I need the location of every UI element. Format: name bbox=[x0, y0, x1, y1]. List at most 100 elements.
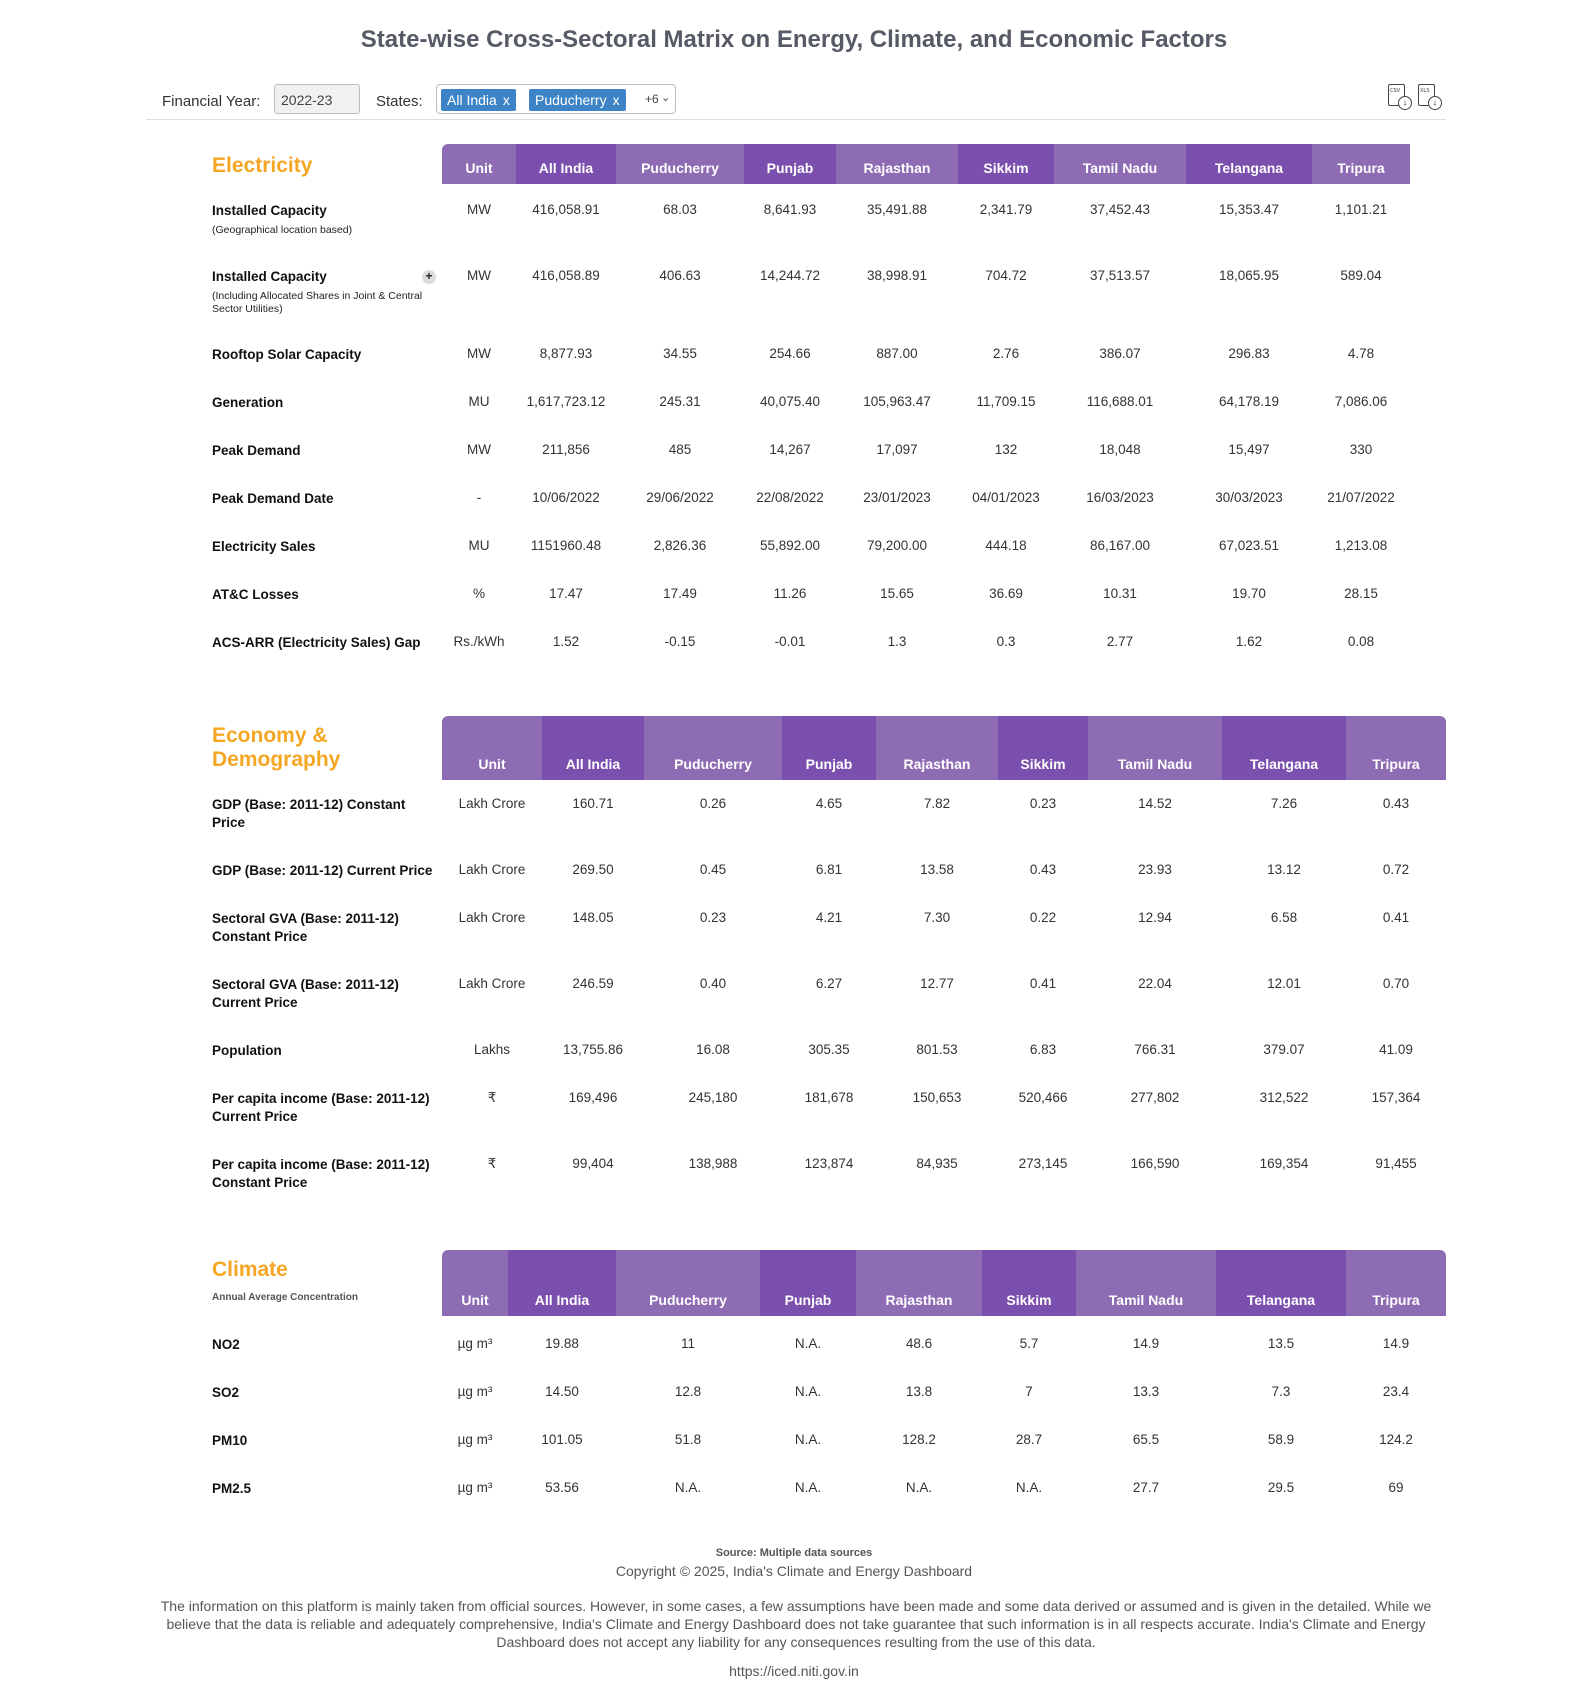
unit-cell: Lakh Crore bbox=[458, 796, 526, 811]
state-chip-all-india[interactable]: All India x bbox=[441, 89, 516, 111]
value-cell-punjab: N.A. bbox=[794, 1384, 822, 1399]
value-cell-tripura: 7,086.06 bbox=[1334, 394, 1388, 409]
economy-title-line2: Demography bbox=[212, 748, 341, 771]
value-cell-puducherry: 0.26 bbox=[699, 796, 727, 811]
economy-section: Economy & Demography Unit All India Puduch… bbox=[146, 716, 1446, 1196]
value-cell-punjab: 305.35 bbox=[808, 1042, 850, 1057]
value-cell-tamil-nadu: 766.31 bbox=[1134, 1042, 1176, 1057]
unit-cell: µg m³ bbox=[457, 1480, 493, 1495]
value-cell-tripura: 0.72 bbox=[1382, 862, 1410, 877]
value-cell-sikkim: 0.3 bbox=[996, 634, 1016, 649]
value-cell-tripura: 157,364 bbox=[1371, 1090, 1421, 1105]
value-cell-all-india: 1,617,723.12 bbox=[526, 394, 606, 409]
column-header-unit: Unit bbox=[442, 144, 516, 184]
column-header-rajasthan: Rajasthan bbox=[836, 144, 958, 184]
value-cell-all-india: 10/06/2022 bbox=[532, 490, 600, 505]
states-multiselect[interactable]: All India x Puducherry x +6 ⌄ bbox=[436, 84, 676, 114]
column-header-tripura: Tripura bbox=[1346, 716, 1446, 780]
unit-cell: Lakh Crore bbox=[458, 976, 526, 991]
value-cell-tamil-nadu: 12.94 bbox=[1138, 910, 1172, 925]
unit-cell: MU bbox=[468, 394, 490, 409]
value-cell-punjab: 181,678 bbox=[804, 1090, 854, 1105]
row-label: ACS-ARR (Electricity Sales) Gap bbox=[212, 635, 421, 650]
climate-table-header: Unit All India Puducherry Punjab Rajasthan Si… bbox=[442, 1250, 1446, 1316]
value-cell-sikkim: 520,466 bbox=[1018, 1090, 1068, 1105]
column-header-tamil-nadu: Tamil Nadu bbox=[1088, 716, 1222, 780]
value-cell-sikkim: 11,709.15 bbox=[976, 394, 1036, 409]
row-label: Sectoral GVA (Base: 2011-12) Current Pri… bbox=[212, 977, 399, 1010]
row-label: Per capita income (Base: 2011-12) Curren… bbox=[212, 1091, 430, 1124]
value-cell-tripura: 28.15 bbox=[1344, 586, 1378, 601]
value-cell-rajasthan: 1.3 bbox=[887, 634, 907, 649]
unit-cell: MW bbox=[467, 202, 491, 217]
download-csv-button[interactable]: CSV ↓ bbox=[1386, 84, 1412, 112]
chip-remove-icon[interactable]: x bbox=[502, 92, 510, 108]
unit-cell: ₹ bbox=[487, 1090, 497, 1105]
column-header-rajasthan: Rajasthan bbox=[876, 716, 998, 780]
column-header-sikkim: Sikkim bbox=[958, 144, 1054, 184]
value-cell-tripura: 69 bbox=[1388, 1480, 1404, 1495]
states-label: States: bbox=[376, 93, 423, 110]
row-label: GDP (Base: 2011-12) Constant Price bbox=[212, 797, 406, 830]
value-cell-puducherry: 485 bbox=[668, 442, 692, 457]
value-cell-tamil-nadu: 18,048 bbox=[1099, 442, 1141, 457]
value-cell-puducherry: 0.40 bbox=[699, 976, 727, 991]
value-cell-sikkim: 6.83 bbox=[1029, 1042, 1057, 1057]
column-header-telangana: Telangana bbox=[1186, 144, 1312, 184]
value-cell-telangana: 18,065.95 bbox=[1218, 268, 1280, 283]
state-chip-label: Puducherry bbox=[535, 92, 607, 108]
value-cell-punjab: N.A. bbox=[794, 1336, 822, 1351]
value-cell-all-india: 269.50 bbox=[572, 862, 614, 877]
value-cell-sikkim: 7 bbox=[1025, 1384, 1033, 1399]
value-cell-puducherry: 0.45 bbox=[699, 862, 727, 877]
value-cell-tripura: 14.9 bbox=[1382, 1336, 1410, 1351]
value-cell-tamil-nadu: 386.07 bbox=[1099, 346, 1141, 361]
value-cell-puducherry: -0.15 bbox=[664, 634, 696, 649]
value-cell-puducherry: 34.55 bbox=[663, 346, 697, 361]
download-xls-button[interactable]: XLS ↓ bbox=[1416, 84, 1442, 112]
value-cell-telangana: 6.58 bbox=[1270, 910, 1298, 925]
value-cell-tripura: 1,101.21 bbox=[1334, 202, 1388, 217]
column-header-unit: Unit bbox=[442, 716, 542, 780]
value-cell-tamil-nadu: 14.52 bbox=[1138, 796, 1172, 811]
value-cell-rajasthan: 35,491.88 bbox=[866, 202, 928, 217]
chip-remove-icon[interactable]: x bbox=[612, 92, 620, 108]
column-header-sikkim: Sikkim bbox=[982, 1250, 1076, 1316]
column-header-tripura: Tripura bbox=[1346, 1250, 1446, 1316]
state-chip-puducherry[interactable]: Puducherry x bbox=[529, 89, 626, 111]
value-cell-telangana: 1.62 bbox=[1235, 634, 1263, 649]
value-cell-rajasthan: 13.8 bbox=[905, 1384, 933, 1399]
value-cell-rajasthan: 887.00 bbox=[876, 346, 918, 361]
financial-year-select[interactable]: 2022-23 bbox=[274, 84, 360, 114]
row-sublabel: (Including Allocated Shares in Joint & C… bbox=[212, 290, 423, 315]
value-cell-tripura: 0.08 bbox=[1347, 634, 1375, 649]
value-cell-rajasthan: 12.77 bbox=[920, 976, 954, 991]
value-cell-tamil-nadu: 166,590 bbox=[1130, 1156, 1180, 1171]
row-label: Sectoral GVA (Base: 2011-12) Constant Pr… bbox=[212, 911, 399, 944]
row-label: AT&C Losses bbox=[212, 587, 299, 602]
value-cell-sikkim: 04/01/2023 bbox=[972, 490, 1040, 505]
unit-cell: % bbox=[472, 586, 485, 601]
value-cell-punjab: 8,641.93 bbox=[763, 202, 817, 217]
xls-file-label: XLS bbox=[1420, 88, 1430, 94]
value-cell-tamil-nadu: 65.5 bbox=[1132, 1432, 1160, 1447]
value-cell-puducherry: 51.8 bbox=[674, 1432, 702, 1447]
value-cell-puducherry: 17.49 bbox=[663, 586, 697, 601]
value-cell-punjab: 14,244.72 bbox=[759, 268, 821, 283]
value-cell-sikkim: 704.72 bbox=[985, 268, 1027, 283]
value-cell-telangana: 30/03/2023 bbox=[1215, 490, 1283, 505]
column-header-puducherry: Puducherry bbox=[616, 1250, 760, 1316]
column-header-all-india: All India bbox=[542, 716, 644, 780]
value-cell-rajasthan: 38,998.91 bbox=[866, 268, 928, 283]
value-cell-all-india: 169,496 bbox=[568, 1090, 618, 1105]
row-label: Peak Demand Date bbox=[212, 491, 334, 506]
value-cell-puducherry: 11 bbox=[680, 1336, 695, 1351]
unit-cell: MW bbox=[467, 442, 491, 457]
expand-plus-icon[interactable]: + bbox=[422, 270, 436, 284]
more-states-count[interactable]: +6 bbox=[645, 92, 659, 106]
site-url-link[interactable]: https://iced.niti.gov.in bbox=[729, 1663, 859, 1679]
value-cell-sikkim: 0.43 bbox=[1029, 862, 1057, 877]
value-cell-rajasthan: 17,097 bbox=[876, 442, 918, 457]
value-cell-rajasthan: 801.53 bbox=[916, 1042, 958, 1057]
chevron-down-icon[interactable]: ⌄ bbox=[661, 92, 671, 104]
